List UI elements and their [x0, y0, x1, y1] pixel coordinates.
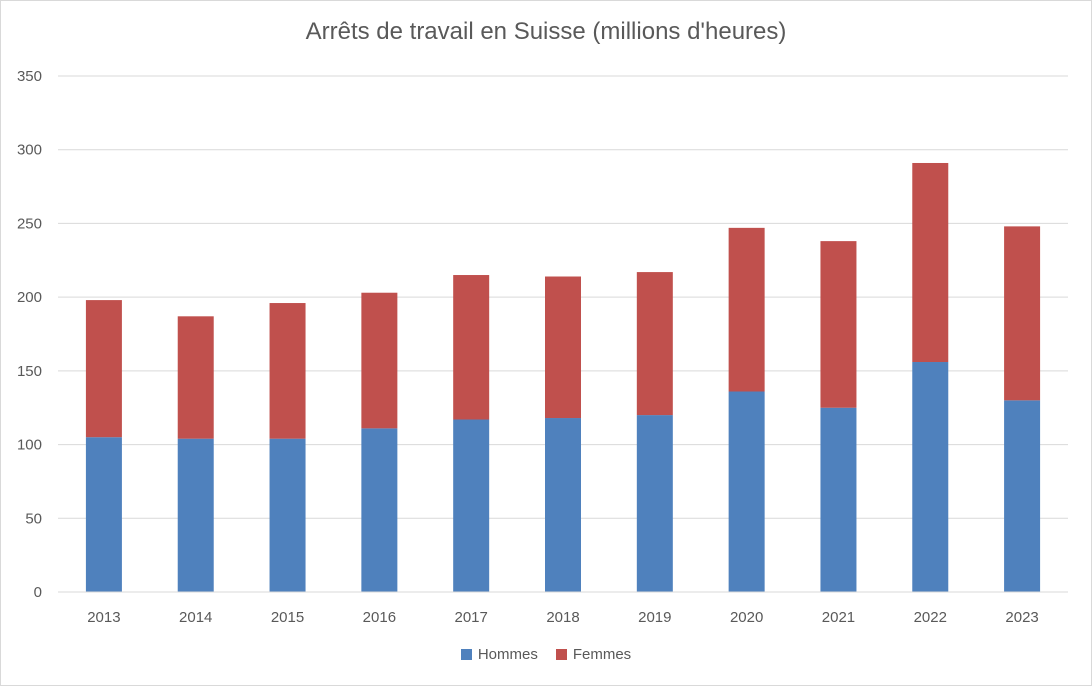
bar-hommes-2013 [85, 437, 122, 592]
bar-femmes-2015 [269, 303, 306, 439]
bar-femmes-2019 [636, 272, 673, 416]
y-tick-label-100: 100 [17, 437, 42, 454]
bar-hommes-2017 [453, 419, 490, 592]
chart-legend: Hommes Femmes [0, 646, 1092, 663]
bar-hommes-2023 [1004, 400, 1041, 592]
legend-label-femmes: Femmes [572, 646, 632, 663]
x-tick-label-2015: 2015 [271, 609, 304, 626]
bar-femmes-2013 [85, 300, 122, 438]
y-tick-label-50: 50 [25, 510, 42, 527]
bar-hommes-2016 [361, 428, 398, 592]
x-tick-label-2018: 2018 [546, 609, 579, 626]
bar-hommes-2020 [728, 391, 765, 592]
x-tick-label-2023: 2023 [1005, 609, 1038, 626]
bar-hommes-2021 [820, 407, 857, 592]
bar-femmes-2016 [361, 292, 398, 429]
bar-femmes-2018 [545, 276, 581, 419]
x-tick-label-2021: 2021 [822, 609, 855, 626]
x-tick-label-2019: 2019 [638, 609, 671, 626]
x-tick-label-2020: 2020 [730, 609, 763, 626]
x-tick-label-2016: 2016 [363, 609, 396, 626]
y-tick-label-0: 0 [34, 584, 42, 601]
bar-hommes-2014 [177, 438, 214, 592]
legend-swatch-hommes [460, 649, 472, 660]
bar-hommes-2022 [912, 362, 949, 592]
x-tick-label-2014: 2014 [179, 609, 212, 626]
bar-hommes-2015 [269, 438, 306, 592]
x-tick-label-2022: 2022 [914, 609, 947, 626]
legend-item-femmes: Femmes [555, 646, 632, 663]
x-tick-label-2013: 2013 [87, 609, 120, 626]
bar-femmes-2021 [820, 241, 857, 408]
bar-femmes-2020 [728, 227, 765, 392]
y-tick-label-350: 350 [17, 68, 42, 85]
y-tick-label-150: 150 [17, 363, 42, 380]
chart-title: Arrêts de travail en Suisse (millions d'… [305, 18, 787, 45]
bar-femmes-2014 [177, 316, 214, 439]
bar-femmes-2022 [912, 162, 949, 363]
y-tick-label-300: 300 [17, 142, 42, 159]
y-tick-label-250: 250 [17, 215, 42, 232]
bar-hommes-2018 [545, 418, 581, 592]
legend-item-hommes: Hommes [460, 646, 538, 663]
legend-swatch-femmes [555, 649, 567, 660]
bar-femmes-2023 [1004, 226, 1041, 401]
bar-hommes-2019 [636, 415, 673, 592]
x-tick-label-2017: 2017 [454, 609, 487, 626]
y-tick-label-200: 200 [17, 289, 42, 306]
legend-label-hommes: Hommes [477, 646, 538, 663]
bar-femmes-2017 [453, 275, 490, 420]
